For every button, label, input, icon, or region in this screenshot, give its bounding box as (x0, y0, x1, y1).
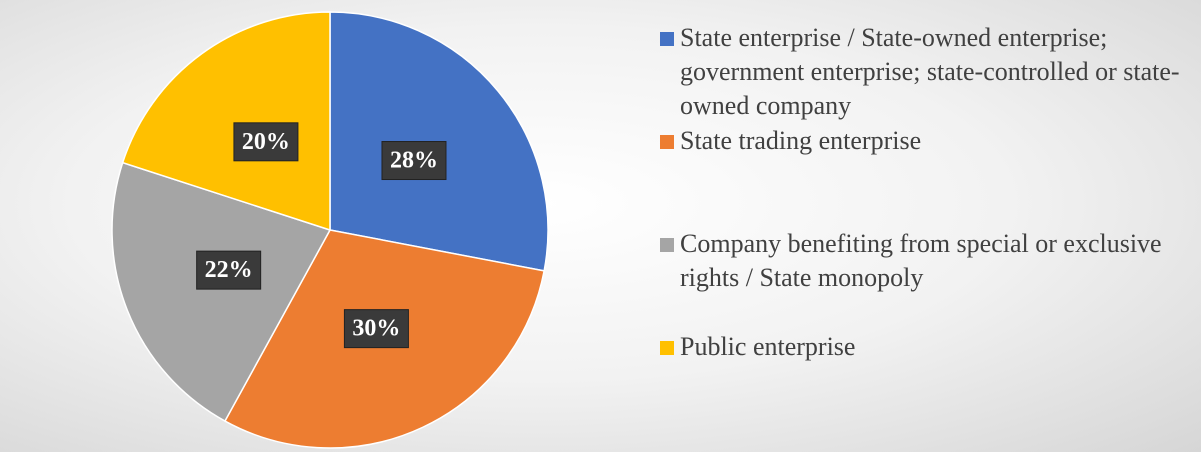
legend-swatch (660, 341, 674, 355)
data-label-box (196, 250, 262, 290)
legend-swatch (660, 32, 674, 46)
data-label-box (381, 141, 447, 181)
data-label: 28% (390, 148, 438, 174)
data-label: 30% (352, 316, 400, 342)
legend-item: Company benefiting from special or exclu… (660, 227, 1190, 295)
legend-item: State enterprise / State-owned enterpris… (660, 21, 1190, 123)
data-label-box (233, 122, 299, 162)
pie-slice (121, 11, 331, 232)
data-label: 22% (205, 257, 253, 283)
legend-item: Public enterprise (660, 330, 1190, 364)
legend-swatch (660, 135, 674, 149)
legend-label: Company benefiting from special or exclu… (680, 229, 1162, 292)
data-label: 20% (242, 129, 290, 155)
legend-label: Public enterprise (680, 332, 856, 361)
data-label-box (343, 309, 409, 349)
legend-item: State trading enterprise (660, 124, 1190, 158)
legend-label: State trading enterprise (680, 126, 922, 155)
legend-label: State enterprise / State-owned enterpris… (680, 23, 1180, 120)
pie-slice (111, 161, 332, 423)
legend-swatch (660, 238, 674, 252)
